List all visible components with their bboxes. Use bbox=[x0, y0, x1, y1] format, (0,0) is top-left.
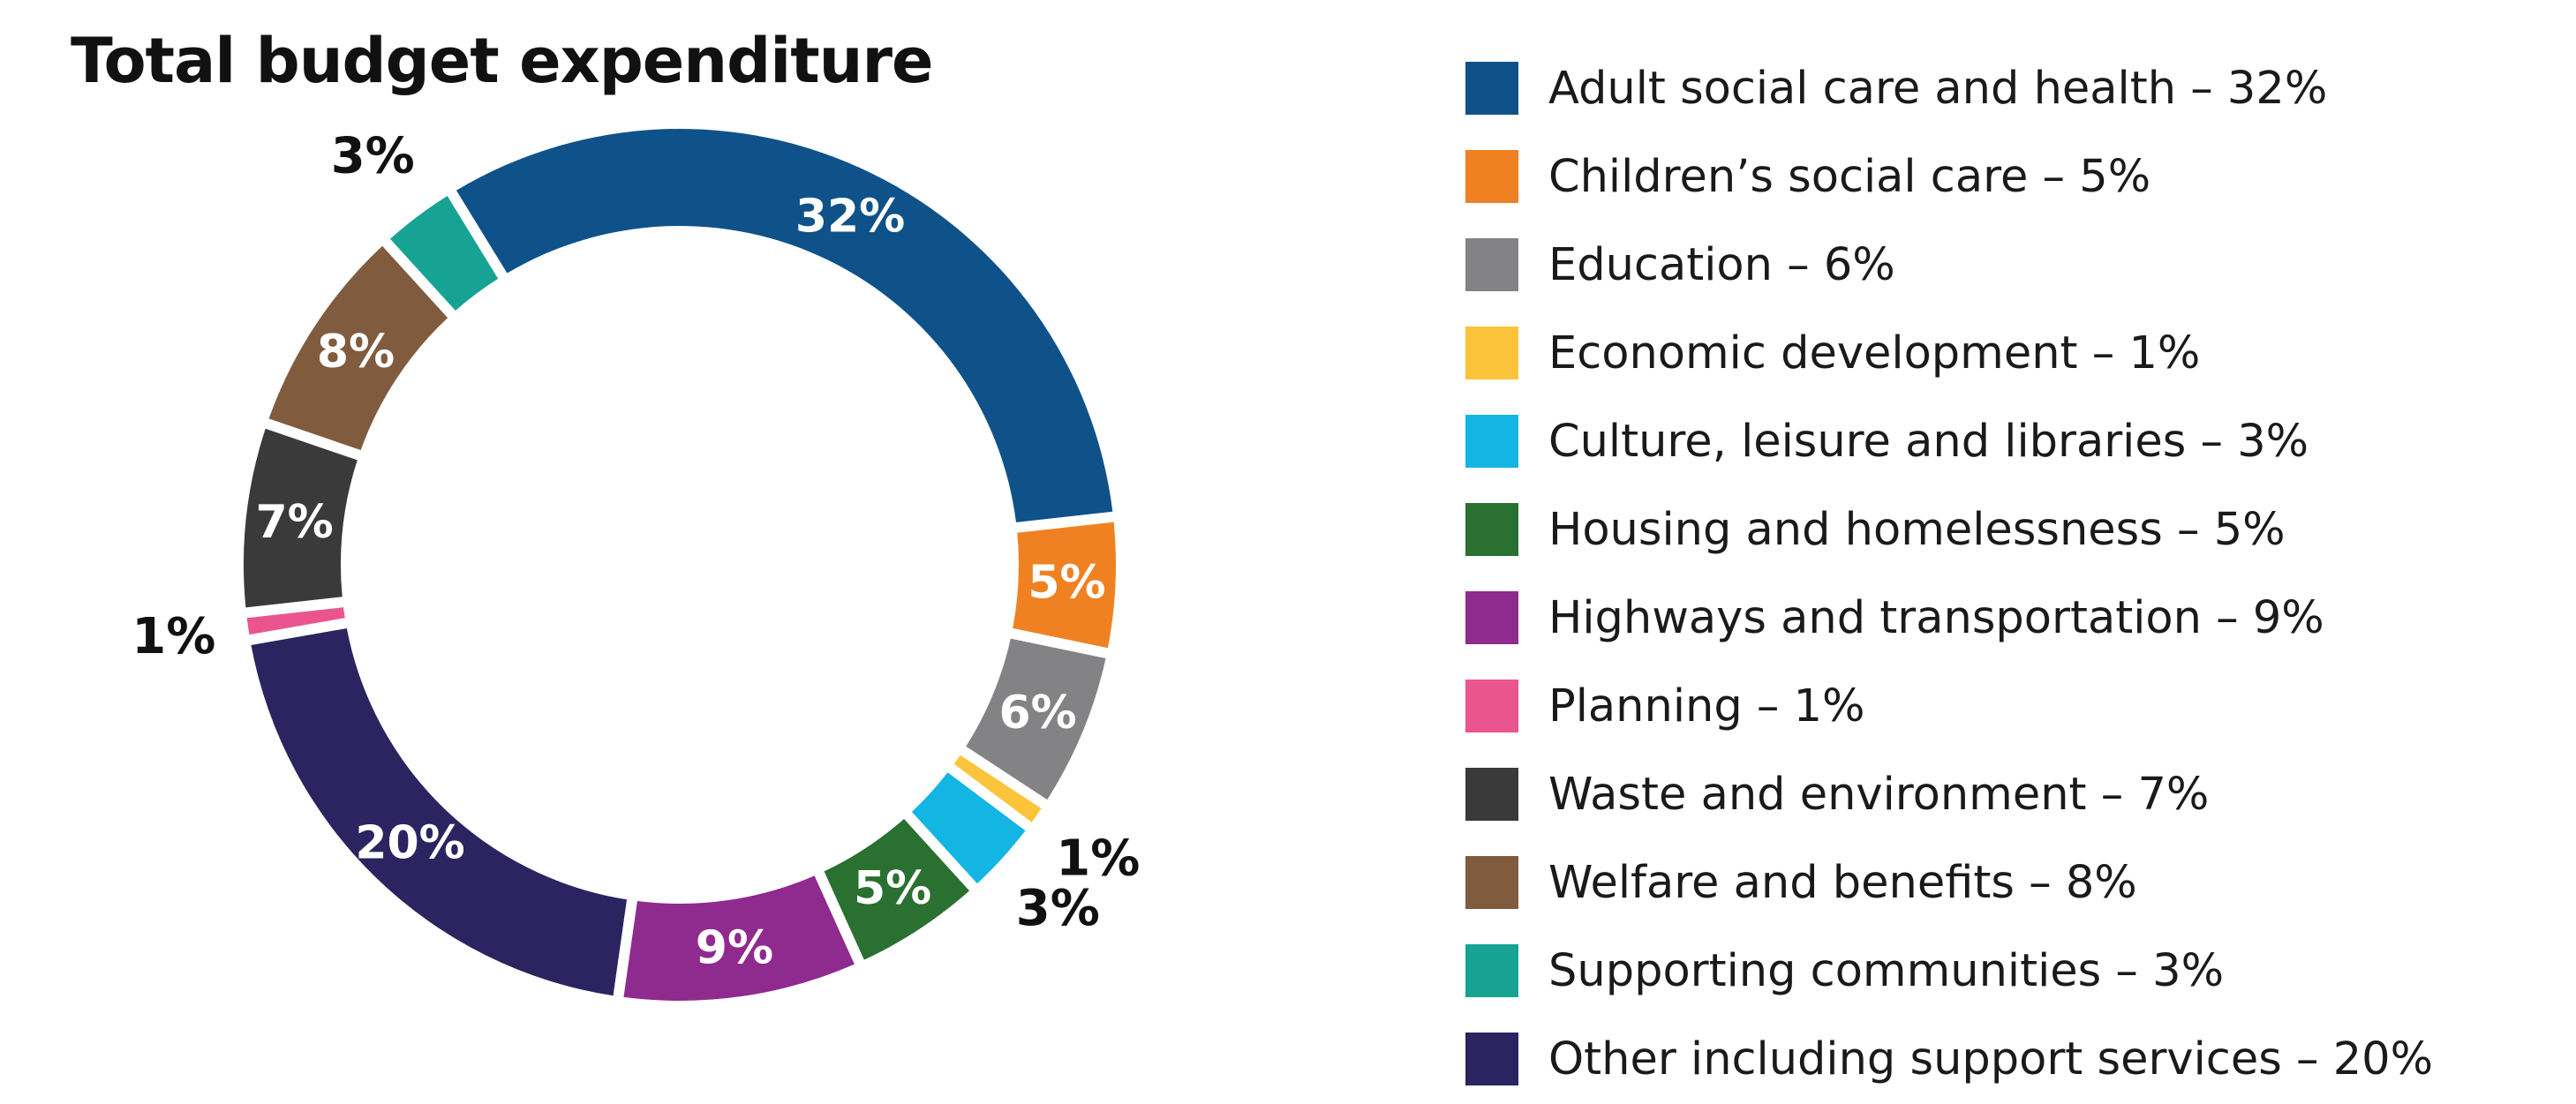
legend-label: Housing and homelessness – 5% bbox=[1548, 503, 2286, 556]
legend-item-waste-and-environment: Waste and environment – 7% bbox=[1465, 750, 2433, 838]
legend-label: Education – 6% bbox=[1548, 238, 1895, 291]
slice-planning bbox=[246, 607, 345, 635]
slice-adult-social-care-and-health bbox=[456, 129, 1113, 522]
slice-label-housing-and-homelessness: 5% bbox=[854, 862, 931, 915]
legend-label: Children’s social care – 5% bbox=[1548, 150, 2151, 203]
legend-label: Waste and environment – 7% bbox=[1548, 768, 2210, 821]
slice-children-s-social-care bbox=[1013, 522, 1117, 649]
legend-label: Culture, leisure and libraries – 3% bbox=[1548, 415, 2309, 468]
legend-swatch bbox=[1465, 944, 1518, 997]
slice-culture-leisure-and-libraries bbox=[911, 772, 1026, 884]
legend-item-welfare-and-benefits: Welfare and benefits – 8% bbox=[1465, 838, 2433, 927]
legend-label: Supporting communities – 3% bbox=[1548, 944, 2225, 997]
slice-label-economic-development: 1% bbox=[1056, 830, 1140, 887]
legend-swatch bbox=[1465, 591, 1518, 644]
slice-other-including-support-services bbox=[251, 628, 628, 996]
legend-swatch bbox=[1465, 856, 1518, 909]
chart-legend: Adult social care and health – 32% Childr… bbox=[1465, 44, 2433, 1103]
slice-welfare-and-benefits bbox=[268, 245, 448, 451]
legend-swatch bbox=[1465, 327, 1518, 379]
legend-swatch bbox=[1465, 238, 1518, 291]
slice-label-adult-social-care-and-health: 32% bbox=[795, 191, 905, 244]
legend-label: Other including support services – 20% bbox=[1548, 1033, 2434, 1085]
legend-item-adult-social-care-and-health: Adult social care and health – 32% bbox=[1465, 44, 2433, 132]
legend-item-economic-development: Economic development – 1% bbox=[1465, 309, 2433, 397]
slice-highways-and-transportation bbox=[623, 875, 855, 1002]
slice-label-welfare-and-benefits: 8% bbox=[317, 326, 395, 379]
slice-supporting-communities bbox=[389, 196, 499, 312]
slice-waste-and-environment bbox=[243, 428, 358, 608]
legend-item-education: Education – 6% bbox=[1465, 221, 2433, 309]
legend-item-culture-leisure-and-libraries: Culture, leisure and libraries – 3% bbox=[1465, 397, 2433, 485]
chart-title: Total budget expenditure bbox=[71, 25, 934, 97]
legend-label: Adult social care and health – 32% bbox=[1548, 62, 2328, 115]
legend-label: Highways and transportation – 9% bbox=[1548, 591, 2324, 644]
slice-label-education: 6% bbox=[998, 687, 1076, 740]
legend-swatch bbox=[1465, 503, 1518, 556]
legend-swatch bbox=[1465, 768, 1518, 821]
legend-label: Welfare and benefits – 8% bbox=[1548, 856, 2137, 909]
slice-label-planning: 1% bbox=[132, 608, 215, 665]
legend-swatch bbox=[1465, 680, 1518, 732]
legend-item-highways-and-transportation: Highways and transportation – 9% bbox=[1465, 574, 2433, 662]
legend-item-children-s-social-care: Children’s social care – 5% bbox=[1465, 132, 2433, 221]
legend-item-supporting-communities: Supporting communities – 3% bbox=[1465, 927, 2433, 1015]
slice-economic-development bbox=[953, 755, 1042, 822]
legend-swatch bbox=[1465, 415, 1518, 468]
slice-education bbox=[966, 638, 1106, 800]
legend-swatch bbox=[1465, 150, 1518, 203]
donut-chart: 32%5%6%1%3%5%9%20%1%7%8%3% bbox=[132, 128, 1140, 1002]
legend-item-planning: Planning – 1% bbox=[1465, 662, 2433, 750]
slice-label-supporting-communities: 3% bbox=[331, 128, 415, 185]
slice-label-other-including-support-services: 20% bbox=[355, 816, 464, 869]
slice-label-waste-and-environment: 7% bbox=[255, 496, 333, 549]
legend-item-other-including-support-services: Other including support services – 20% bbox=[1465, 1015, 2433, 1103]
legend-item-housing-and-homelessness: Housing and homelessness – 5% bbox=[1465, 485, 2433, 574]
slice-housing-and-homelessness bbox=[824, 818, 970, 960]
legend-label: Economic development – 1% bbox=[1548, 327, 2201, 379]
slice-label-highways-and-transportation: 9% bbox=[696, 922, 773, 975]
legend-label: Planning – 1% bbox=[1548, 680, 1865, 732]
legend-swatch bbox=[1465, 1033, 1518, 1085]
slice-label-children-s-social-care: 5% bbox=[1028, 557, 1105, 610]
slice-label-culture-leisure-and-libraries: 3% bbox=[1016, 880, 1100, 937]
legend-swatch bbox=[1465, 62, 1518, 115]
